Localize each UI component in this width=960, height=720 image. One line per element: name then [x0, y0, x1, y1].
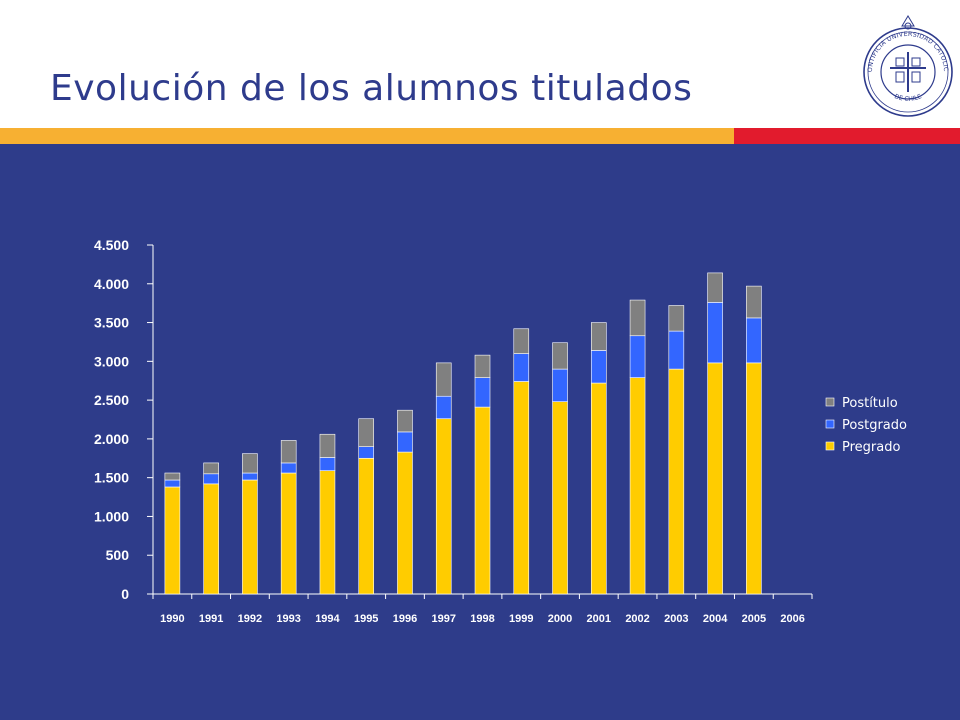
bar-postgrado-1997: [435, 395, 452, 420]
university-seal-icon: PONTIFICIA UNIVERSIDAD CATOLICA DE CHILE: [860, 6, 953, 117]
x-tick-label: 2006: [780, 613, 804, 625]
bar-pregrado-2003: [668, 368, 685, 595]
bar-pregrado-2000: [552, 401, 568, 595]
x-tick-label: 2005: [742, 613, 766, 625]
bar-postitulo-1997: [435, 362, 452, 397]
bar-postgrado-2004: [707, 302, 723, 364]
svg-text:DE CHILE: DE CHILE: [893, 93, 923, 103]
legend-swatch: [825, 397, 835, 407]
x-tick-label: 2000: [548, 613, 572, 625]
legend-label: Pregrado: [842, 440, 900, 455]
bar-postitulo-1994: [319, 433, 336, 458]
x-tick-label: 1992: [238, 613, 262, 625]
bar-postgrado-2005: [746, 317, 762, 364]
bar-postitulo-1991: [203, 462, 219, 475]
bar-postitulo-1998: [474, 354, 491, 378]
bar-postgrado-1990: [164, 479, 181, 488]
y-tick-label: 4.000: [94, 276, 129, 292]
bar-pregrado-1993: [280, 472, 297, 595]
bar-postitulo-1995: [358, 418, 375, 447]
bar-pregrado-1991: [203, 483, 219, 595]
x-tick-label: 2001: [587, 613, 611, 625]
bar-pregrado-2001: [590, 382, 607, 595]
bar-pregrado-1999: [513, 381, 530, 595]
slide-header: Evolución de los alumnos titulados PONTI…: [0, 0, 960, 128]
bar-pregrado-1994: [319, 470, 336, 595]
y-tick-label: 3.000: [94, 353, 129, 369]
bar-postgrado-2000: [552, 368, 568, 402]
x-tick-label: 1995: [354, 613, 378, 625]
bar-pregrado-2002: [629, 377, 646, 595]
bar-postitulo-2005: [746, 285, 762, 319]
bar-postitulo-1993: [280, 440, 297, 464]
y-tick-label: 2.000: [94, 431, 129, 447]
x-tick-label: 1990: [160, 613, 184, 625]
x-tick-label: 1993: [276, 613, 300, 625]
x-tick-label: 2002: [625, 613, 649, 625]
slide-title: Evolución de los alumnos titulados: [50, 68, 693, 109]
bar-postitulo-2003: [668, 305, 685, 332]
x-tick-label: 1998: [470, 613, 494, 625]
x-tick-label: 2004: [703, 613, 728, 625]
y-tick-label: 1.500: [94, 470, 129, 486]
y-tick-label: 500: [106, 547, 130, 563]
bar-pregrado-1992: [242, 479, 258, 595]
bar-postitulo-2000: [552, 342, 568, 370]
bar-postitulo-1990: [164, 472, 181, 481]
x-tick-label: 1991: [199, 613, 223, 625]
x-tick-label: 2003: [664, 613, 688, 625]
legend-swatch: [825, 419, 835, 429]
bar-postgrado-1992: [242, 472, 258, 481]
legend-label: Postítulo: [842, 396, 898, 411]
bar-postgrado-1991: [203, 473, 219, 485]
red-stripe: [734, 128, 960, 144]
bar-postgrado-2001: [590, 350, 607, 384]
bar-postgrado-2002: [629, 335, 646, 378]
bar-pregrado-1996: [397, 451, 413, 595]
bar-postgrado-1993: [280, 462, 297, 474]
y-tick-label: 2.500: [94, 392, 129, 408]
bar-postitulo-1996: [397, 409, 413, 433]
bar-postgrado-1998: [474, 377, 491, 408]
orange-stripe: [0, 128, 734, 144]
bar-postitulo-2002: [629, 299, 646, 337]
bar-postgrado-1994: [319, 457, 336, 471]
bar-postitulo-1999: [513, 328, 530, 354]
legend-swatch: [825, 441, 835, 451]
bar-pregrado-2005: [746, 362, 762, 595]
bar-pregrado-2004: [707, 362, 723, 595]
y-tick-label: 3.500: [94, 315, 129, 331]
bar-postitulo-1992: [242, 453, 258, 474]
bar-pregrado-1990: [164, 486, 181, 595]
bar-pregrado-1997: [435, 418, 452, 595]
bar-postgrado-1995: [358, 446, 375, 459]
bar-postgrado-2003: [668, 330, 685, 370]
bar-postitulo-2001: [590, 322, 607, 351]
legend-label: Postgrado: [842, 418, 907, 433]
y-tick-label: 4.500: [94, 237, 129, 253]
bar-pregrado-1995: [358, 457, 375, 595]
bar-postgrado-1999: [513, 353, 530, 382]
x-tick-label: 1994: [315, 613, 340, 625]
bar-pregrado-1998: [474, 406, 491, 595]
y-tick-label: 0: [121, 586, 129, 602]
bar-postgrado-1996: [397, 431, 413, 453]
bar-postitulo-2004: [707, 272, 723, 303]
y-tick-label: 1.000: [94, 508, 129, 524]
x-tick-label: 1996: [393, 613, 417, 625]
x-tick-label: 1997: [431, 613, 455, 625]
x-tick-label: 1999: [509, 613, 533, 625]
